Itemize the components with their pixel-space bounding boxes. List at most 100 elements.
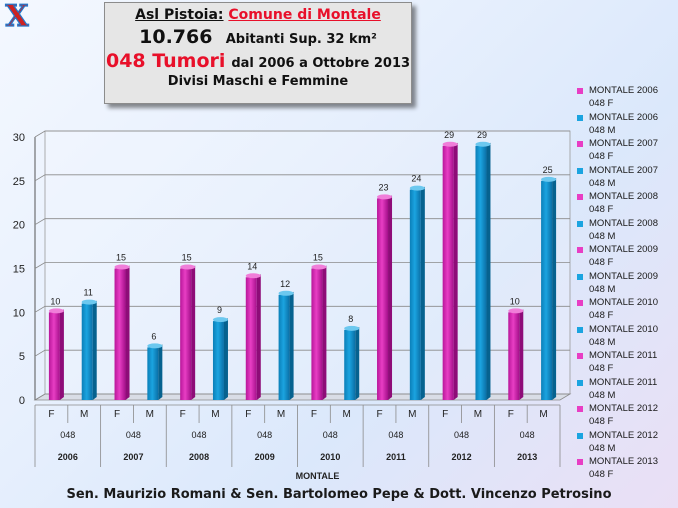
- data-label-2007-M: 6: [151, 331, 156, 341]
- legend-series-name: MONTALE 2007: [589, 164, 658, 176]
- legend-series-code: 048 F: [589, 310, 614, 321]
- x-tick-sex-2006-M: M: [80, 409, 88, 420]
- data-label-2011-M: 24: [411, 174, 421, 184]
- bar-2008-M: [212, 321, 224, 400]
- legend-series-name: MONTALE 2009: [589, 270, 658, 282]
- legend-swatch: [577, 353, 583, 359]
- gridline: [34, 218, 570, 226]
- data-label-2012-M: 29: [477, 130, 487, 140]
- bar-top-2012-M: [475, 141, 491, 147]
- legend-series-code: 048 F: [589, 98, 614, 109]
- gridline: [34, 174, 570, 182]
- x-tick-sex-2013-F: F: [508, 409, 514, 420]
- bar-side-2012-M: [486, 142, 491, 400]
- x-tick-code-2010: 048: [323, 430, 338, 440]
- bar-top-2012-F: [442, 141, 458, 147]
- x-axis-label: MONTALE: [296, 471, 340, 481]
- legend-item: MONTALE 2007 048 M: [577, 165, 677, 192]
- bar-2010-F: [311, 268, 323, 400]
- legend-series-name: MONTALE 2008: [589, 217, 658, 229]
- legend-series-name: MONTALE 2010: [589, 297, 658, 308]
- legend-swatch: [577, 167, 583, 174]
- x-tick-year-2009: 2009: [255, 452, 275, 462]
- x-tick-sex-2012-F: F: [442, 409, 448, 420]
- legend-item: MONTALE 2006 048 F: [577, 85, 677, 112]
- legend-swatch: [577, 247, 583, 253]
- y-tick-label: 15: [13, 264, 25, 276]
- bar-top-2006-M: [81, 299, 97, 305]
- legend-series-code: 048 F: [589, 469, 614, 480]
- x-tick-year-2006: 2006: [58, 452, 78, 462]
- x-tick-sex-2010-F: F: [311, 409, 317, 420]
- legend-series-code: 048 F: [589, 363, 614, 374]
- x-tick-code-2013: 048: [520, 430, 535, 440]
- legend-swatch: [577, 459, 583, 465]
- bar-top-2011-M: [409, 185, 425, 191]
- gridline: [34, 349, 570, 357]
- bar-side-2006-M: [92, 300, 97, 400]
- legend-item: MONTALE 2008 048 M: [577, 218, 677, 245]
- legend-series-code: 048 F: [589, 204, 614, 215]
- data-label-2008-F: 15: [182, 253, 192, 263]
- x-tick-year-2007: 2007: [123, 452, 143, 462]
- y-tick-label: 25: [13, 176, 25, 188]
- legend-swatch: [577, 300, 583, 306]
- x-tick-code-2008: 048: [192, 430, 207, 440]
- bar-2010-M: [344, 329, 356, 400]
- legend-series-code: 048 F: [589, 151, 614, 162]
- legend-series-name: MONTALE 2007: [589, 138, 658, 149]
- bar-2009-M: [278, 294, 290, 400]
- bar-side-2011-M: [420, 186, 425, 400]
- gridline: [34, 393, 570, 401]
- legend-series-code: 048 M: [589, 177, 616, 189]
- bar-side-2010-F: [322, 265, 327, 400]
- bar-side-2008-F: [191, 265, 196, 400]
- legend-swatch: [577, 326, 583, 333]
- data-label-2007-F: 15: [116, 253, 126, 263]
- legend-item: MONTALE 2009 048 M: [577, 271, 677, 298]
- bar-2007-M: [147, 347, 159, 400]
- legend-series-code: 048 M: [589, 336, 616, 348]
- legend-series-name: MONTALE 2013: [589, 456, 658, 467]
- x-tick-code-2012: 048: [454, 430, 469, 440]
- x-tick-sex-2009-F: F: [245, 409, 251, 420]
- bar-2006-F: [48, 312, 60, 400]
- bar-top-2010-M: [344, 325, 360, 331]
- gridline: [34, 305, 570, 313]
- data-label-2013-M: 25: [543, 165, 553, 175]
- x-tick-code-2009: 048: [257, 430, 272, 440]
- legend-swatch: [577, 194, 583, 200]
- period-label: dal 2006 a Ottobre 2013: [231, 56, 411, 71]
- data-label-2006-M: 11: [84, 288, 93, 298]
- tumor-count: 048 Tumori: [105, 50, 226, 72]
- y-tick-label: 20: [13, 220, 25, 232]
- subtitle: Divisi Maschi e Femmine: [167, 74, 349, 89]
- population-value: 10.766: [139, 26, 213, 48]
- x-tick-sex-2006-F: F: [48, 409, 54, 420]
- x-tick-sex-2011-M: M: [408, 409, 416, 420]
- bar-top-2008-M: [212, 317, 228, 323]
- x-tick-sex-2007-M: M: [146, 409, 154, 420]
- bar-2013-F: [508, 312, 520, 400]
- title-line-1: Asl Pistoia: Comune di Montale: [105, 7, 411, 23]
- legend-swatch: [577, 379, 583, 386]
- asl-label: Asl Pistoia:: [135, 7, 224, 23]
- x-tick-sex-2012-M: M: [474, 409, 482, 420]
- bar-2011-M: [409, 189, 421, 400]
- x-tick-year-2013: 2013: [517, 452, 537, 462]
- legend-series-name: MONTALE 2011: [589, 376, 658, 388]
- x-tick-code-2006: 048: [60, 430, 75, 440]
- legend-series-name: MONTALE 2006: [589, 85, 658, 96]
- bar-2013-M: [541, 180, 553, 400]
- legend-series-code: 048 M: [589, 283, 616, 295]
- bar-side-2007-F: [125, 265, 130, 400]
- chart-legend: MONTALE 2006 048 F MONTALE 2006 048 M MONTAL…: [577, 85, 677, 483]
- comune-label: Comune di Montale: [228, 7, 381, 23]
- bar-side-2008-M: [223, 318, 228, 400]
- svg-text:X: X: [5, 0, 29, 30]
- bar-side-2010-M: [355, 326, 360, 400]
- legend-item: MONTALE 2012 048 F: [577, 403, 677, 430]
- bar-top-2009-M: [278, 290, 294, 296]
- bar-top-2007-F: [114, 264, 130, 270]
